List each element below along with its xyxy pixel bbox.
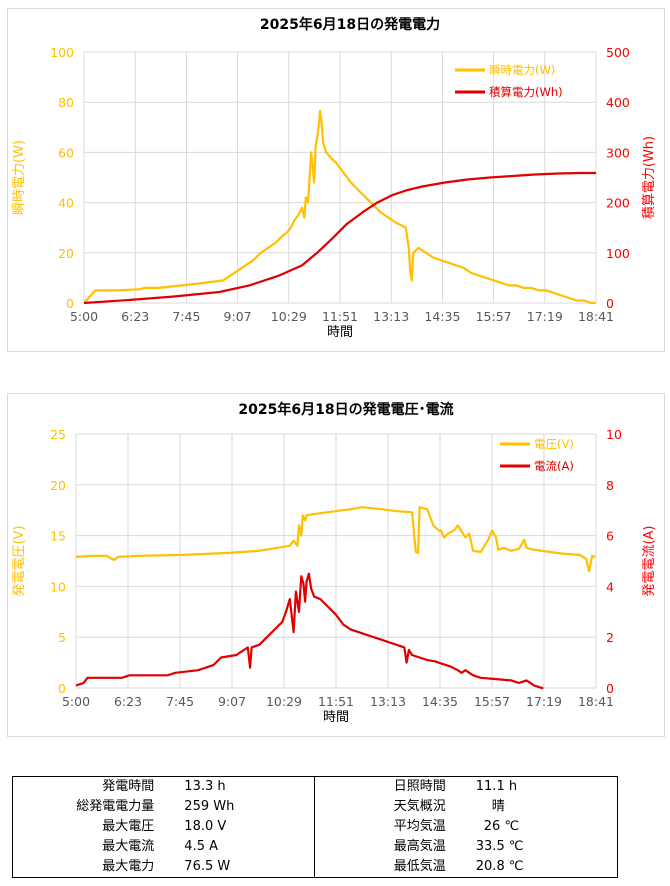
summary-value: 33.5 ℃ — [475, 839, 524, 854]
x-tick-label: 18:41 — [578, 694, 614, 709]
summary-label: 発電時間 — [102, 779, 155, 794]
x-tick-label: 14:35 — [422, 694, 458, 709]
y-left-tick-label: 80 — [58, 95, 74, 110]
summary-row: 総発電電力量 259 Wh 天気概況 晴 — [13, 797, 618, 817]
x-tick-label: 13:13 — [373, 309, 409, 324]
y-right-tick-label: 500 — [606, 45, 630, 60]
y-left-axis-label: 発電電圧(V) — [12, 525, 27, 596]
power-chart: 2025年6月18日の発電電力 5:00 6:23 7:45 9:07 10:29 11:5… — [12, 16, 657, 340]
x-tick-label: 15:57 — [476, 309, 512, 324]
y-left-tick-label: 40 — [58, 196, 74, 211]
summary-table: 発電時間 13.3 h 日照時間 11.1 h 総発電電力量 259 Wh 天気… — [12, 776, 618, 878]
summary-value: 76.5 W — [184, 859, 231, 874]
x-tick-label: 6:23 — [114, 694, 142, 709]
summary-value: 晴 — [491, 799, 505, 814]
summary-value: 20.8 ℃ — [475, 859, 524, 874]
x-tick-label: 10:29 — [266, 694, 302, 709]
x-tick-label: 13:13 — [370, 694, 406, 709]
summary-value: 13.3 h — [184, 779, 226, 794]
summary-label: 最低気温 — [313, 857, 464, 878]
x-tick-label: 15:57 — [474, 694, 510, 709]
summary-label: 日照時間 — [313, 776, 464, 797]
series-line — [83, 109, 596, 305]
y-left-tick-label: 60 — [58, 145, 74, 160]
y-left-tick-label: 10 — [50, 579, 66, 594]
summary-label: 総発電電力量 — [76, 799, 155, 814]
summary-row: 最大電圧 18.0 V 平均気温 26 ℃ — [13, 817, 618, 837]
x-tick-label: 5:00 — [70, 309, 98, 324]
legend-label: 積算電力(Wh) — [489, 85, 563, 99]
y-left-tick-label: 0 — [58, 681, 66, 696]
y-right-tick-label: 300 — [606, 145, 630, 160]
x-tick-label: 18:41 — [578, 309, 614, 324]
y-right-axis-label: 発電電流(A) — [642, 525, 657, 596]
legend-label: 瞬時電力(W) — [489, 63, 555, 77]
x-tick-label: 7:45 — [172, 309, 200, 324]
summary-row: 発電時間 13.3 h 日照時間 11.1 h — [13, 776, 618, 797]
series-line — [75, 572, 544, 690]
x-tick-label: 14:35 — [424, 309, 460, 324]
summary-label: 平均気温 — [313, 817, 464, 837]
y-right-tick-label: 400 — [606, 95, 630, 110]
summary-label: 最大電流 — [102, 839, 155, 854]
x-tick-label: 11:51 — [322, 309, 358, 324]
y-left-tick-label: 5 — [58, 630, 66, 645]
y-right-tick-label: 10 — [606, 427, 622, 442]
y-left-tick-label: 25 — [50, 427, 66, 442]
voltage-current-chart: 2025年6月18日の発電電圧･電流 5:00 6:23 7:45 9:07 10:29 1… — [12, 401, 657, 725]
y-left-axis-label: 瞬時電力(W) — [12, 140, 27, 215]
y-right-tick-label: 0 — [606, 296, 614, 311]
y-left-tick-label: 0 — [66, 296, 74, 311]
series-line — [83, 171, 596, 305]
summary-row: 最大電力 76.5 W 最低気温 20.8 ℃ — [13, 857, 618, 878]
x-tick-label: 11:51 — [318, 694, 354, 709]
chart-title: 2025年6月18日の発電電力 — [260, 16, 440, 33]
x-axis-label: 時間 — [323, 710, 349, 725]
x-tick-label: 10:29 — [271, 309, 307, 324]
y-right-tick-label: 8 — [606, 478, 614, 493]
summary-label: 最大電力 — [102, 859, 155, 874]
legend-label: 電圧(V) — [534, 437, 574, 451]
summary-value: 26 ℃ — [483, 819, 520, 834]
x-tick-label: 17:19 — [527, 309, 563, 324]
series-line — [75, 506, 596, 573]
y-right-tick-label: 100 — [606, 246, 630, 261]
x-axis-label: 時間 — [327, 325, 353, 340]
x-tick-label: 5:00 — [62, 694, 90, 709]
summary-value: 259 Wh — [184, 799, 235, 814]
y-left-tick-label: 20 — [50, 478, 66, 493]
y-right-tick-label: 6 — [606, 529, 614, 544]
legend-label: 電流(A) — [534, 459, 574, 473]
summary-label: 天気概況 — [313, 797, 464, 817]
x-tick-label: 6:23 — [121, 309, 149, 324]
summary-value: 4.5 A — [184, 839, 218, 854]
voltage-current-chart-panel: 2025年6月18日の発電電圧･電流 5:00 6:23 7:45 9:07 10:29 1… — [7, 393, 665, 737]
y-right-tick-label: 4 — [606, 579, 614, 594]
y-left-tick-label: 100 — [50, 45, 74, 60]
y-right-tick-label: 2 — [606, 630, 614, 645]
summary-label: 最高気温 — [313, 837, 464, 857]
summary-value: 11.1 h — [475, 779, 518, 794]
y-right-axis-label: 積算電力(Wh) — [642, 136, 657, 219]
y-right-tick-label: 200 — [606, 196, 630, 211]
y-right-tick-label: 0 — [606, 681, 614, 696]
x-tick-label: 9:07 — [224, 309, 252, 324]
x-tick-label: 7:45 — [166, 694, 194, 709]
y-left-tick-label: 15 — [50, 529, 66, 544]
x-tick-label: 9:07 — [218, 694, 246, 709]
summary-value: 18.0 V — [184, 819, 227, 834]
x-tick-label: 17:19 — [526, 694, 562, 709]
summary-label: 最大電圧 — [102, 819, 155, 834]
chart-title: 2025年6月18日の発電電圧･電流 — [238, 401, 453, 418]
y-left-tick-label: 20 — [58, 246, 74, 261]
power-chart-panel: 2025年6月18日の発電電力 5:00 6:23 7:45 9:07 10:29 11:5… — [7, 8, 665, 352]
summary-row: 最大電流 4.5 A 最高気温 33.5 ℃ — [13, 837, 618, 857]
